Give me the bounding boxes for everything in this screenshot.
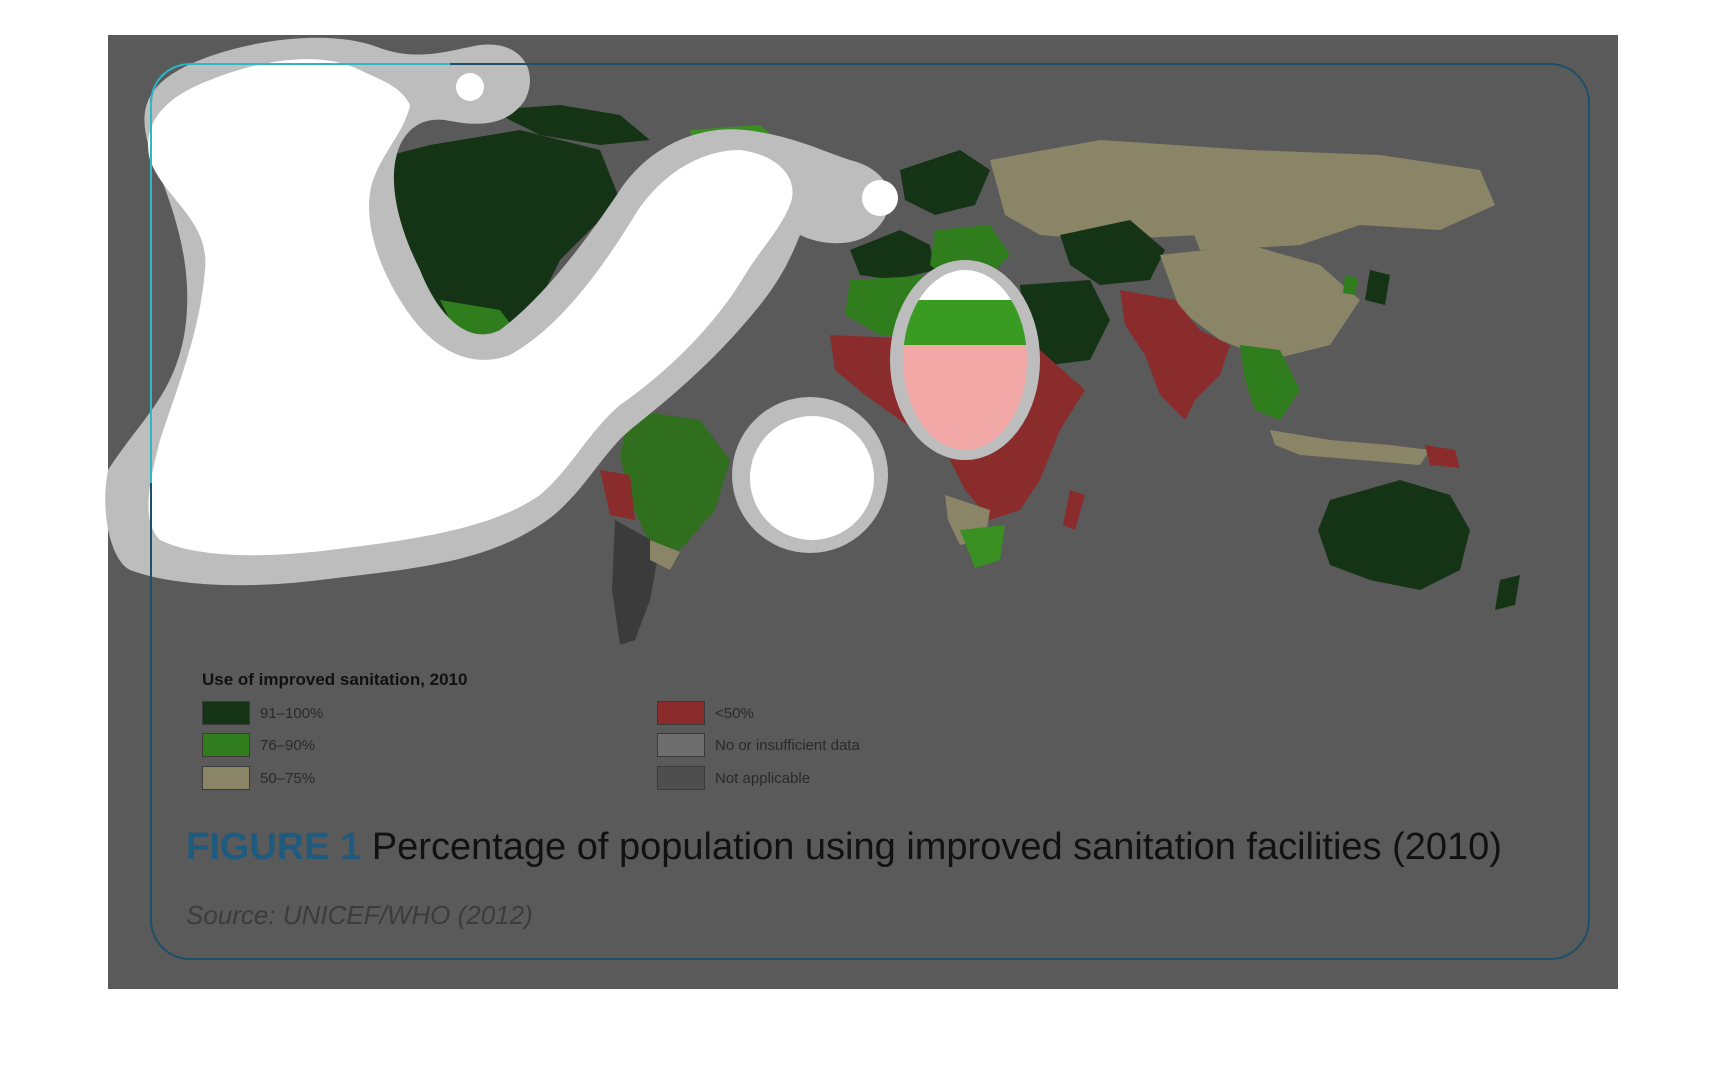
region-southern-cone [612, 520, 660, 645]
legend-item: 91–100% [202, 700, 323, 726]
region-south-africa [960, 525, 1005, 568]
figure-caption-text: Percentage of population using improved … [371, 826, 1502, 868]
region-madagascar [1063, 490, 1085, 530]
region-china [1160, 245, 1360, 360]
legend-item: 76–90% [202, 732, 315, 758]
region-middle-east [1020, 280, 1110, 365]
region-canada-islands [490, 105, 650, 145]
highlight-white-americas [148, 59, 793, 556]
region-indonesia [1270, 430, 1430, 465]
region-central-asia [1060, 220, 1165, 285]
legend-label: 50–75% [260, 769, 316, 787]
legend-label: <50% [715, 704, 754, 722]
region-japan [1365, 270, 1390, 305]
region-russia [990, 140, 1495, 245]
legend-swatch [202, 766, 250, 790]
highlight-africa-north-green [903, 300, 1027, 345]
legend-title: Use of improved sanitation, 2010 [202, 670, 468, 689]
legend-label: Not applicable [715, 769, 811, 787]
legend-item: No or insufficient data [657, 732, 860, 758]
figure-source: Source: UNICEF/WHO (2012) [186, 900, 533, 930]
legend-swatch [657, 766, 705, 790]
highlight-overlay [105, 37, 1040, 586]
figure-frame [150, 63, 1590, 960]
legend-label: 76–90% [260, 736, 316, 754]
figure-caption: FIGURE 1 Percentage of population using … [186, 826, 1502, 869]
region-southeast-asia [1240, 345, 1300, 420]
region-south-america-mixed [650, 540, 680, 570]
region-mongolia [1190, 220, 1300, 250]
region-australia [1318, 480, 1470, 590]
region-scandinavia [900, 150, 990, 215]
legend-label: No or insufficient data [715, 736, 860, 754]
legend-swatch [202, 733, 250, 757]
legend-swatch [657, 701, 705, 725]
region-korea [1343, 275, 1358, 295]
region-south-asia [1120, 290, 1230, 420]
highlight-white-atlantic [750, 416, 874, 540]
region-andes [600, 470, 635, 520]
region-brazil [620, 410, 730, 550]
legend-swatch [202, 701, 250, 725]
figure-frame-accent [150, 63, 450, 483]
legend-label: 91–100% [260, 704, 324, 722]
highlight-white-dot-2 [862, 180, 898, 216]
figure-label: FIGURE 1 [186, 826, 362, 868]
highlight-white-dot-1 [456, 73, 484, 101]
legend-item: 50–75% [202, 765, 315, 791]
region-new-zealand [1495, 575, 1520, 610]
legend-item: <50% [657, 700, 754, 726]
region-papua [1425, 445, 1460, 468]
legend-item: Not applicable [657, 765, 810, 791]
region-europe-west [850, 230, 935, 280]
legend-swatch [657, 733, 705, 757]
